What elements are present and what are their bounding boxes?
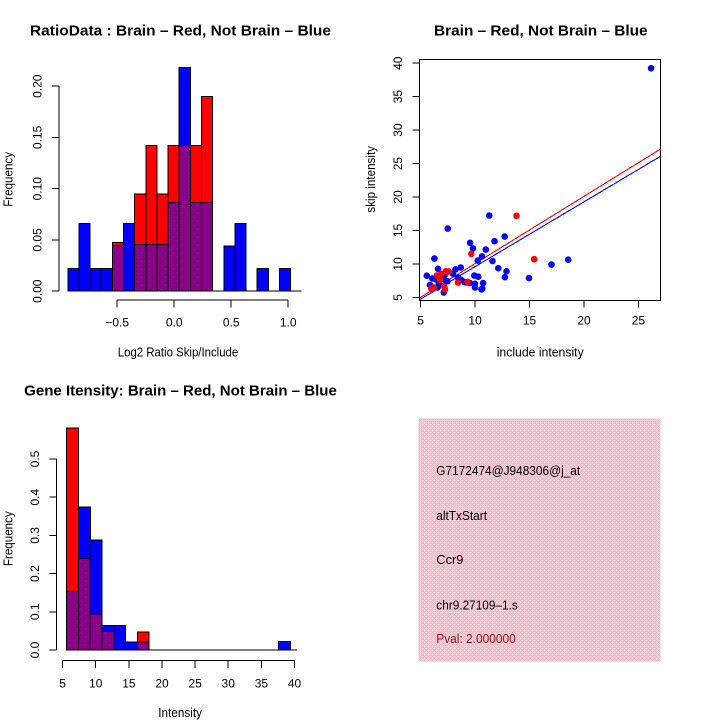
svg-text:0.0: 0.0 [28, 641, 42, 658]
svg-text:0.0: 0.0 [166, 316, 183, 330]
svg-text:Gene Itensity: Brain – Red, No: Gene Itensity: Brain – Red, Not Brain – … [24, 382, 337, 399]
svg-text:0.05: 0.05 [31, 228, 45, 252]
svg-text:Intensity: Intensity [158, 705, 202, 720]
svg-text:35: 35 [255, 676, 269, 690]
svg-text:chr9.27109–1.s: chr9.27109–1.s [436, 598, 518, 613]
svg-text:5: 5 [59, 676, 66, 690]
svg-text:Pval: 2.000000: Pval: 2.000000 [436, 632, 515, 646]
svg-text:altTxStart: altTxStart [436, 508, 487, 523]
svg-text:−0.5: −0.5 [105, 316, 129, 330]
svg-text:15: 15 [391, 224, 405, 238]
svg-text:25: 25 [391, 157, 405, 171]
svg-text:0.15: 0.15 [31, 125, 45, 149]
svg-text:0.4: 0.4 [28, 489, 42, 506]
svg-text:35: 35 [391, 90, 405, 104]
svg-text:Frequency: Frequency [1, 152, 16, 207]
svg-text:0.10: 0.10 [31, 177, 45, 201]
svg-text:Ccr9: Ccr9 [436, 552, 463, 567]
svg-text:0.20: 0.20 [31, 74, 45, 98]
svg-text:20: 20 [577, 314, 591, 328]
svg-text:0.1: 0.1 [28, 603, 42, 620]
svg-text:25: 25 [188, 676, 202, 690]
svg-text:5: 5 [391, 294, 405, 301]
svg-text:15: 15 [523, 314, 537, 328]
svg-text:include intensity: include intensity [497, 345, 584, 360]
svg-text:30: 30 [222, 676, 236, 690]
svg-text:skip intensity: skip intensity [363, 146, 378, 213]
svg-text:20: 20 [391, 190, 405, 204]
svg-text:10: 10 [468, 314, 482, 328]
svg-text:0.3: 0.3 [28, 527, 42, 544]
svg-text:0.00: 0.00 [31, 279, 45, 303]
svg-text:40: 40 [288, 676, 302, 690]
svg-text:5: 5 [417, 314, 424, 328]
svg-text:25: 25 [632, 314, 646, 328]
svg-text:Brain – Red, Not Brain – Blue: Brain – Red, Not Brain – Blue [434, 22, 648, 39]
svg-text:30: 30 [391, 123, 405, 137]
svg-text:0.2: 0.2 [28, 565, 42, 582]
svg-text:20: 20 [155, 676, 169, 690]
svg-text:0.5: 0.5 [223, 316, 240, 330]
svg-text:G7172474@J948306@j_at: G7172474@J948306@j_at [436, 463, 580, 478]
svg-text:Frequency: Frequency [1, 511, 16, 566]
svg-text:1.0: 1.0 [280, 316, 297, 330]
svg-text:10: 10 [89, 676, 103, 690]
svg-text:15: 15 [122, 676, 136, 690]
svg-text:RatioData : Brain – Red, Not B: RatioData : Brain – Red, Not Brain – Blu… [30, 22, 331, 39]
svg-text:10: 10 [391, 257, 405, 271]
svg-text:40: 40 [391, 56, 405, 70]
svg-text:Log2 Ratio Skip/Include: Log2 Ratio Skip/Include [118, 345, 239, 360]
svg-text:0.5: 0.5 [28, 450, 42, 467]
